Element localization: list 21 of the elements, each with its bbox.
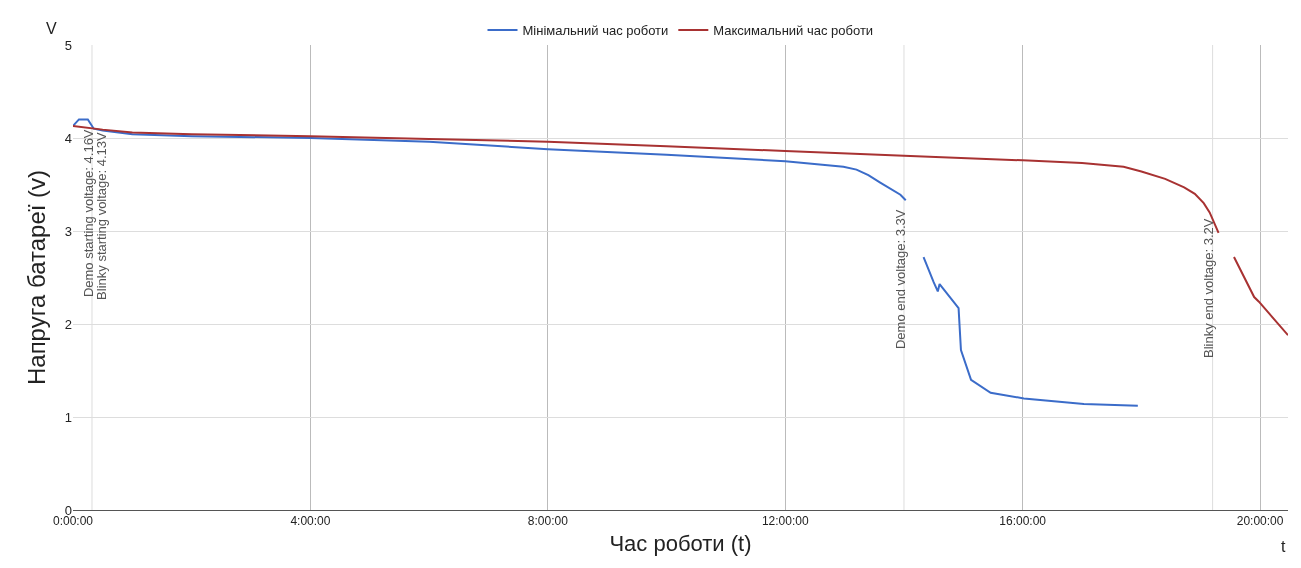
x-axis-title: Час роботи (t) <box>609 531 752 557</box>
x-tick-label: 20:00:00 <box>1236 514 1284 529</box>
x-tick-label: 16:00:00 <box>999 514 1047 529</box>
y-tick-label: 4 <box>64 130 72 146</box>
text: t <box>1281 538 1286 555</box>
text: V <box>46 20 57 37</box>
y-tick-label: 1 <box>64 409 72 425</box>
y-tick-label: 3 <box>64 223 72 239</box>
x-tick-label: 0:00:00 <box>52 514 94 529</box>
x-tick-label: 8:00:00 <box>527 514 569 529</box>
annotation: Demo starting voltage: 4.16V <box>80 129 96 298</box>
annotation: Demo end voltage: 3.3V <box>892 209 908 350</box>
annotation: Blinky starting voltage: 4.13V <box>94 131 110 300</box>
y-tick-label: 2 <box>64 316 72 332</box>
legend-label: Максимальний час роботи <box>713 23 874 39</box>
x-tick-label: 4:00:00 <box>290 514 331 529</box>
y-tick-label: 5 <box>64 37 72 53</box>
x-tick-label: 12:00:00 <box>761 514 809 529</box>
y-axis-title: Напруга батареї (v) <box>22 169 50 386</box>
annotation: Blinky end voltage: 3.2V <box>1201 218 1217 359</box>
legend-label: Мінімальний час роботи <box>522 23 669 39</box>
